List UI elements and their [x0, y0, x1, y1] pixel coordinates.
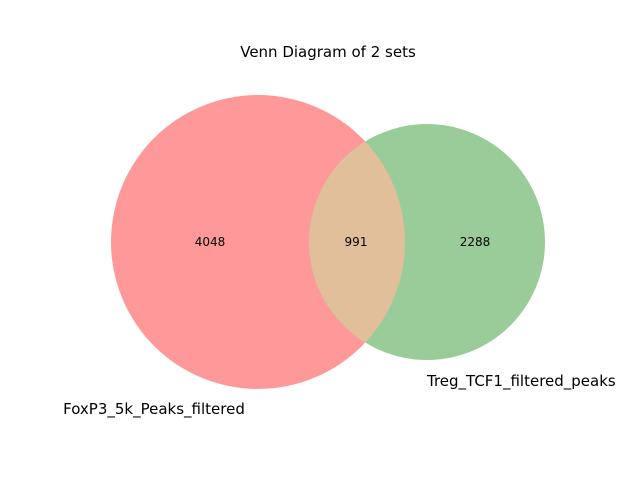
intersection-region — [309, 124, 405, 360]
diagram-title: Venn Diagram of 2 sets — [240, 43, 416, 61]
set-a-label: FoxP3_5k_Peaks_filtered — [63, 400, 245, 419]
set-a-circle — [111, 95, 405, 389]
set-a-only-count: 4048 — [195, 235, 226, 249]
set-b-label: Treg_TCF1_filtered_peaks — [426, 372, 616, 391]
intersection-count: 991 — [345, 235, 368, 249]
set-b-only-count: 2288 — [460, 235, 491, 249]
